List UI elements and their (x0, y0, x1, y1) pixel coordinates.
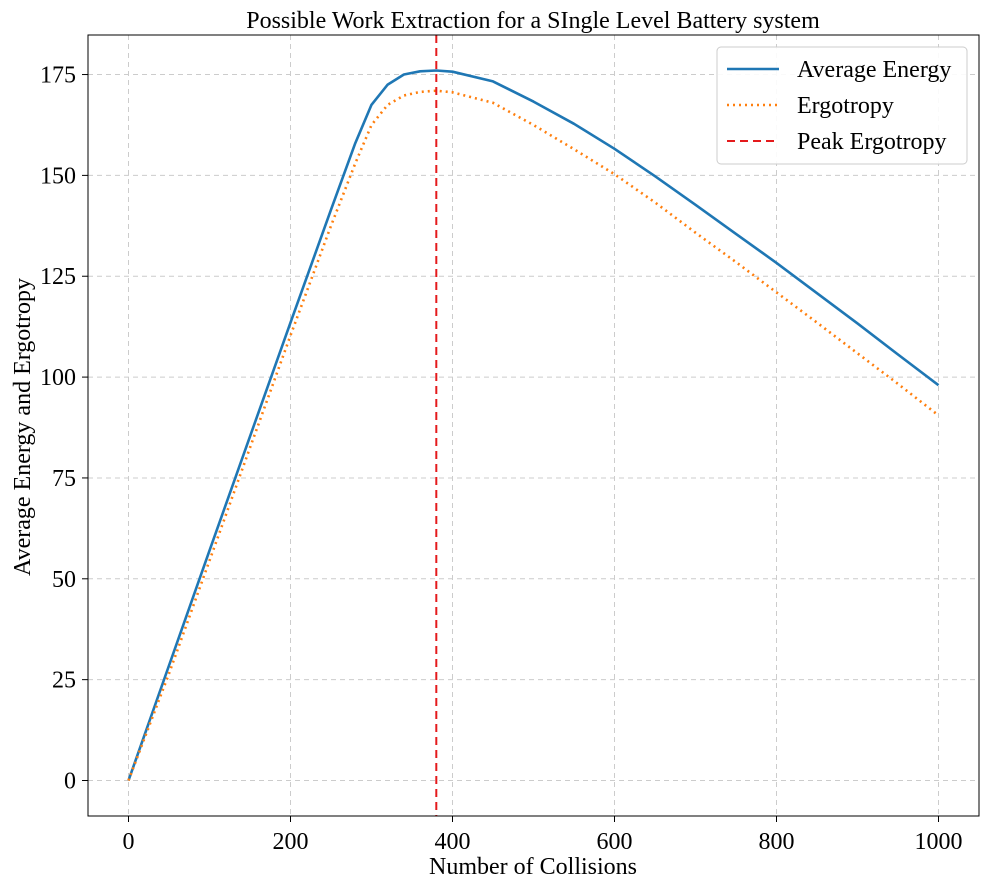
y-tick-label: 175 (40, 63, 76, 89)
y-tick-label: 150 (40, 163, 76, 189)
series-line-ergotropy (127, 89, 940, 781)
y-axis-label: Average Energy and Ergotropy (10, 278, 36, 576)
legend-label: Ergotropy (797, 93, 894, 119)
x-tick-label: 600 (597, 829, 633, 855)
series-line-average-energy (127, 69, 940, 781)
x-tick-label: 800 (759, 829, 795, 855)
y-tick-label: 100 (40, 365, 76, 391)
grid (88, 35, 979, 816)
y-tick-label: 75 (52, 466, 76, 492)
plot-data (127, 35, 940, 816)
x-tick-label: 200 (273, 829, 309, 855)
legend-box (716, 46, 968, 165)
x-axis-label: Number of Collisions (429, 854, 637, 880)
x-tick-label: 400 (435, 829, 471, 855)
legend-label: Average Energy (797, 57, 951, 83)
y-tick-label: 50 (52, 567, 76, 593)
y-tick-label: 0 (64, 769, 76, 795)
x-tick-label: 0 (123, 829, 135, 855)
axis-ticks: 0 200 400 600 800 1000 0 25 50 75 100 125 150 175 (40, 63, 963, 855)
y-tick-label: 25 (52, 668, 76, 694)
chart-title: Possible Work Extraction for a SIngle Le… (246, 8, 820, 34)
y-tick-label: 125 (40, 264, 76, 290)
x-tick-label: 1000 (915, 829, 963, 855)
legend-label: Peak Ergotropy (797, 129, 947, 155)
plot-frame (87, 34, 980, 817)
legend: Average Energy Ergotropy Peak Ergotropy (716, 46, 968, 165)
